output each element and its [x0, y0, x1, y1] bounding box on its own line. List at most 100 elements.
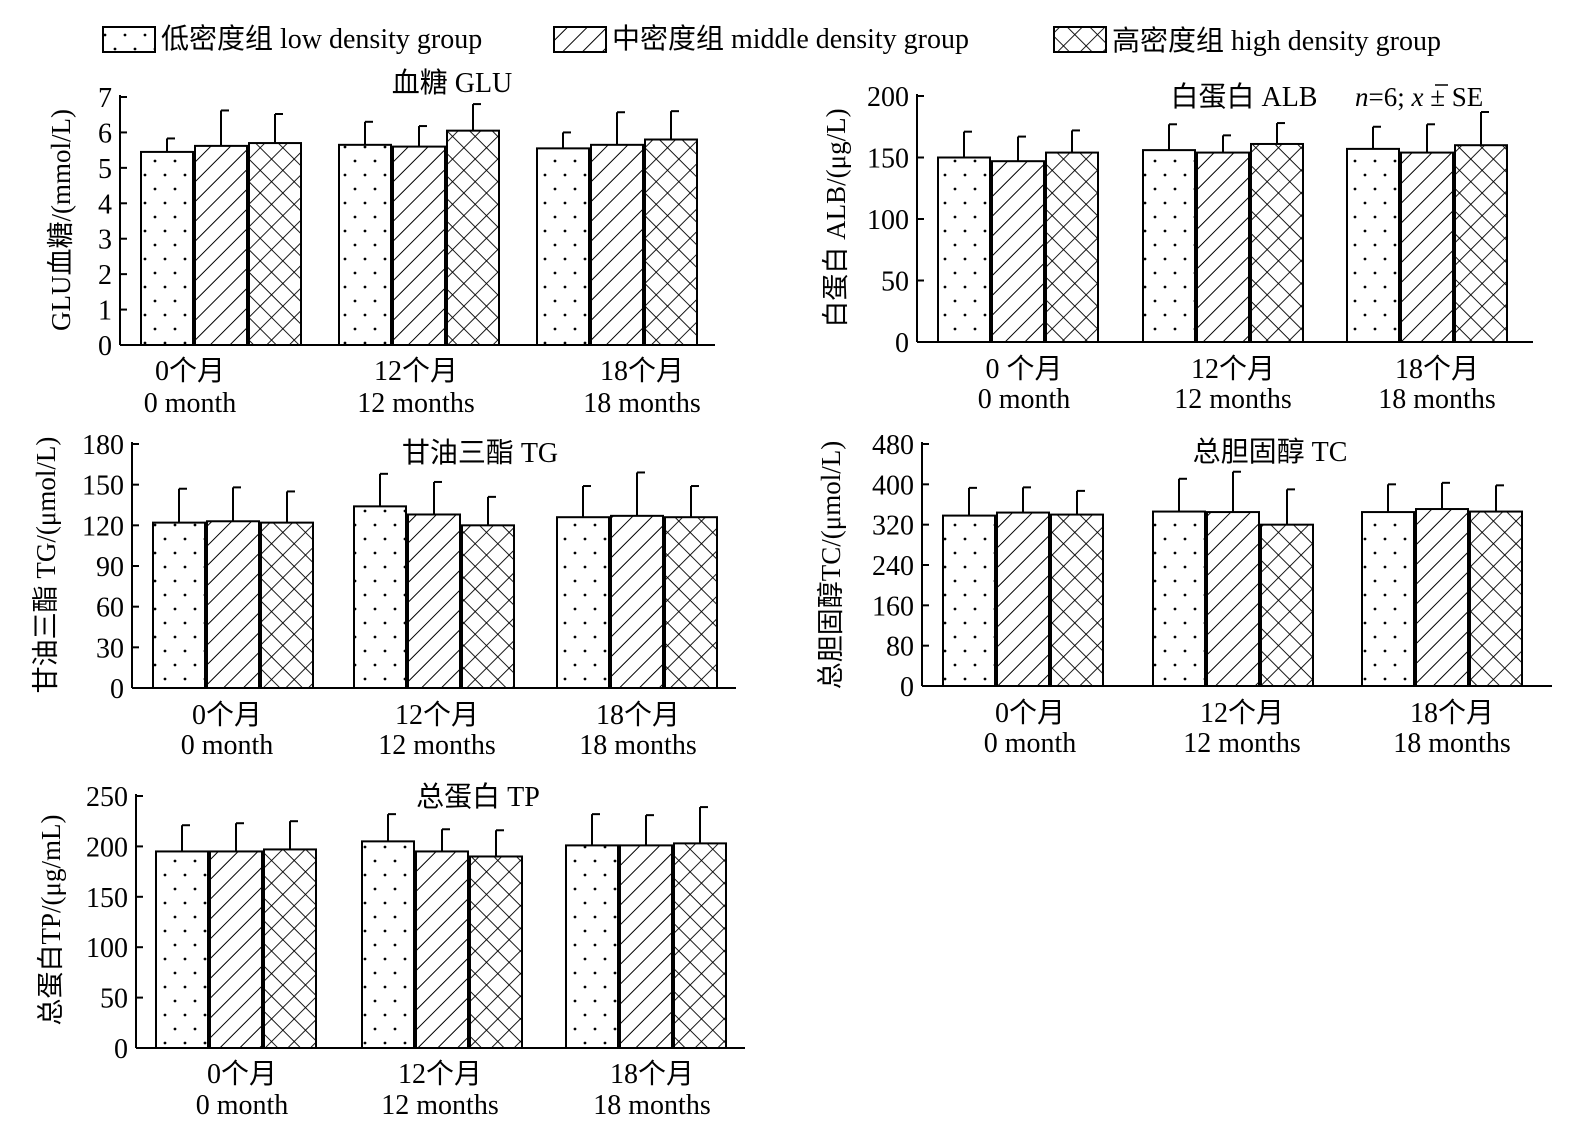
bar-middle [415, 850, 469, 1049]
x-tick-label-cn: 18个月 [596, 700, 680, 731]
x-tick-label-en: 12 months [378, 730, 495, 761]
y-tick-label: 100 [867, 205, 909, 236]
bar-high [1260, 523, 1314, 688]
bar-high [260, 521, 314, 689]
y-axis-label: GLU血糖/(mmol/L) [46, 109, 76, 331]
y-tick-label: 100 [86, 933, 128, 964]
chart-panel-4: 0 80 160 240 320 400 480 总胆固醇 TC 总胆固醇TC/(μmol/L)… [816, 430, 1552, 759]
x-tick-label-cn: 12个月 [1191, 354, 1275, 385]
y-tick-label: 400 [872, 470, 914, 501]
bar-low [338, 143, 392, 346]
x-tick-label-en: 12 months [1174, 384, 1291, 415]
x-tick-label-cn: 18个月 [1395, 354, 1479, 385]
chart-title: 总胆固醇 TC [1193, 436, 1348, 468]
legend-swatch-low [102, 26, 156, 53]
x-tick-label-cn: 0个月 [155, 356, 225, 387]
bar-middle [991, 160, 1045, 343]
bar-high [263, 848, 317, 1050]
y-tick-label: 6 [98, 118, 112, 149]
y-tick-label: 0 [895, 328, 909, 359]
x-tick-label-cn: 12个月 [374, 356, 458, 387]
bar-middle [610, 514, 664, 689]
bar-low [353, 505, 407, 689]
bar-middle [1206, 511, 1260, 687]
y-tick-label: 0 [98, 331, 112, 362]
x-tick-label-en: 18 months [1393, 728, 1510, 759]
bar-low [1361, 511, 1415, 687]
chart-title: 白蛋白 ALB [1170, 81, 1317, 113]
y-tick-label: 320 [872, 511, 914, 542]
bar-middle [1196, 151, 1250, 343]
x-tick-label-en: 12 months [381, 1090, 498, 1121]
x-tick-label-cn: 0个月 [995, 698, 1065, 729]
y-tick-label: 150 [86, 883, 128, 914]
legend-label-high: 高密度组 high density group [1112, 25, 1441, 57]
bar-low [937, 156, 991, 343]
sample-size-annotation: n=6; x ± SE [1355, 82, 1483, 112]
bar-low [556, 516, 610, 690]
y-tick-label: 2 [98, 260, 112, 291]
y-axis-label: 总蛋白TP/(μg/mL) [36, 815, 66, 1026]
bar-middle [996, 511, 1050, 687]
bar-middle [590, 143, 644, 346]
mean-symbol: x [1410, 82, 1423, 112]
y-tick-label: 200 [867, 82, 909, 113]
bar-low [536, 147, 590, 346]
legend-swatch-high [1053, 26, 1107, 53]
y-tick-label: 240 [872, 551, 914, 582]
svg-text:n=6; x ± SE: n=6; x ± SE [1355, 82, 1483, 112]
bar-high [469, 855, 523, 1049]
chart-title: 总蛋白 TP [416, 781, 540, 813]
bar-low [1152, 510, 1206, 687]
y-axis-label: 总胆固醇TC/(μmol/L) [816, 441, 846, 689]
chart-panel-3: 0 30 60 90 120 150 180 甘油三酯 TG 甘油三酯 TG/(μmol/L) 0… [31, 430, 736, 761]
x-tick-label-en: 0 month [984, 728, 1077, 759]
y-tick-label: 90 [96, 552, 124, 583]
bar-low [565, 844, 619, 1050]
legend-label-middle: 中密度组 middle density group [612, 23, 969, 55]
x-tick-label-cn: 0个月 [192, 700, 262, 731]
y-tick-label: 0 [114, 1034, 128, 1065]
bar-middle [206, 520, 260, 689]
x-tick-label-en: 18 months [1378, 384, 1495, 415]
y-tick-label: 150 [82, 471, 124, 502]
bar-high [664, 516, 718, 690]
bar-low [1346, 147, 1400, 343]
bar-high [1454, 144, 1508, 343]
y-tick-label: 180 [82, 430, 124, 461]
x-tick-label-cn: 18个月 [600, 356, 684, 387]
bar-low [155, 850, 209, 1049]
y-tick-label: 4 [98, 189, 112, 220]
bar-middle [194, 144, 248, 346]
n-value: =6; [1369, 82, 1412, 112]
bar-low [942, 514, 996, 688]
x-tick-label-en: 12 months [357, 388, 474, 419]
bar-high [1250, 142, 1304, 343]
y-axis-label: 甘油三酯 TG/(μmol/L) [31, 437, 61, 694]
pm-se: ± SE [1423, 82, 1483, 112]
y-tick-label: 30 [96, 633, 124, 664]
n-label: n [1355, 82, 1369, 112]
y-tick-label: 50 [100, 984, 128, 1015]
bar-middle [407, 513, 461, 689]
bar-middle [209, 850, 263, 1049]
bar-high [446, 129, 500, 346]
y-tick-label: 50 [881, 267, 909, 298]
x-tick-label-en: 0 month [978, 384, 1071, 415]
x-tick-label-cn: 12个月 [395, 700, 479, 731]
y-tick-label: 120 [82, 511, 124, 542]
bar-low [140, 150, 194, 346]
x-tick-label-cn: 18个月 [1410, 698, 1494, 729]
bar-high [248, 142, 302, 346]
bar-high [461, 524, 515, 689]
y-tick-label: 0 [900, 672, 914, 703]
chart-panel-2: 0 50 100 150 200 白蛋白 ALB 白蛋白 ALB/(μg/L) 0 个月0 m… [821, 81, 1533, 415]
x-tick-label-cn: 12个月 [398, 1059, 482, 1090]
y-tick-label: 7 [98, 83, 112, 114]
bar-high [673, 842, 727, 1049]
bar-middle [392, 145, 446, 346]
bar-low [1142, 149, 1196, 343]
